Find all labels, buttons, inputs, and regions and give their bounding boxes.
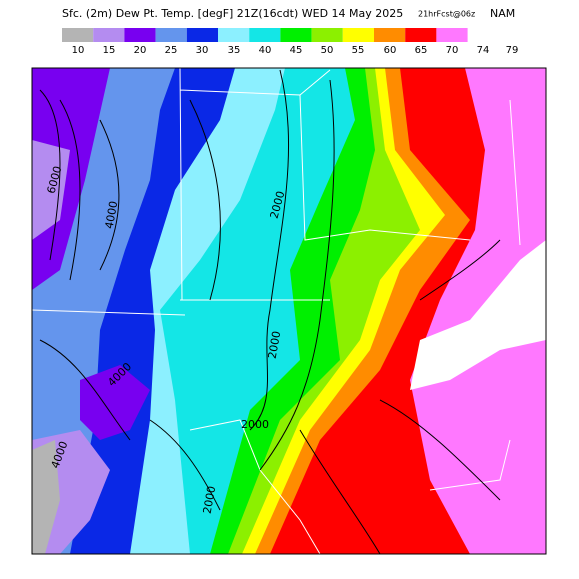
- legend-label: 70: [446, 45, 459, 56]
- legend-swatch: [374, 28, 406, 42]
- legend-swatch: [62, 28, 94, 42]
- legend: 10 15 20 25 30 35 40 45 50 55 60 65 70 74 79: [62, 28, 518, 56]
- legend-label: 20: [134, 45, 147, 56]
- legend-label: 35: [228, 45, 241, 56]
- field-purple: [32, 68, 110, 290]
- map-frame: [31, 67, 547, 555]
- legend-swatch: [405, 28, 437, 42]
- legend-label: 50: [321, 45, 334, 56]
- contour-label: 2000: [201, 485, 219, 515]
- legend-label: 60: [384, 45, 397, 56]
- contour-line: [39, 69, 501, 554]
- legend-label: 25: [165, 45, 178, 56]
- legend-swatch: [280, 28, 312, 42]
- field-white: [410, 240, 546, 390]
- title: Sfc. (2m) Dew Pt. Temp. [degF] 21Z(16cdt…: [62, 7, 403, 20]
- legend-label: 10: [72, 45, 85, 56]
- contour-label: 4000: [103, 200, 121, 230]
- legend-swatch: [124, 28, 156, 42]
- field-gray: [32, 440, 60, 554]
- legend-label: 15: [103, 45, 116, 56]
- legend-label: 40: [259, 45, 272, 56]
- legend-swatch: [93, 28, 125, 42]
- legend-swatch: [342, 28, 374, 42]
- legend-label: 74: [477, 45, 490, 56]
- map: [31, 67, 547, 555]
- legend-label: 79: [506, 45, 519, 56]
- field-purple: [80, 365, 150, 440]
- forecast-info: 21hrFcst@06z: [418, 10, 475, 19]
- legend-swatch: [436, 28, 468, 42]
- legend-swatch: [218, 28, 250, 42]
- contour-label: 2000: [241, 418, 269, 431]
- legend-swatch: [186, 28, 218, 42]
- legend-swatch: [311, 28, 343, 42]
- legend-label: 55: [352, 45, 365, 56]
- legend-label: 30: [196, 45, 209, 56]
- legend-swatch: [249, 28, 281, 42]
- model-name: NAM: [490, 7, 515, 20]
- legend-swatch: [155, 28, 187, 42]
- field-lavender: [32, 140, 70, 240]
- legend-label: 65: [415, 45, 428, 56]
- contour-label: 2000: [266, 330, 284, 360]
- legend-label: 45: [290, 45, 303, 56]
